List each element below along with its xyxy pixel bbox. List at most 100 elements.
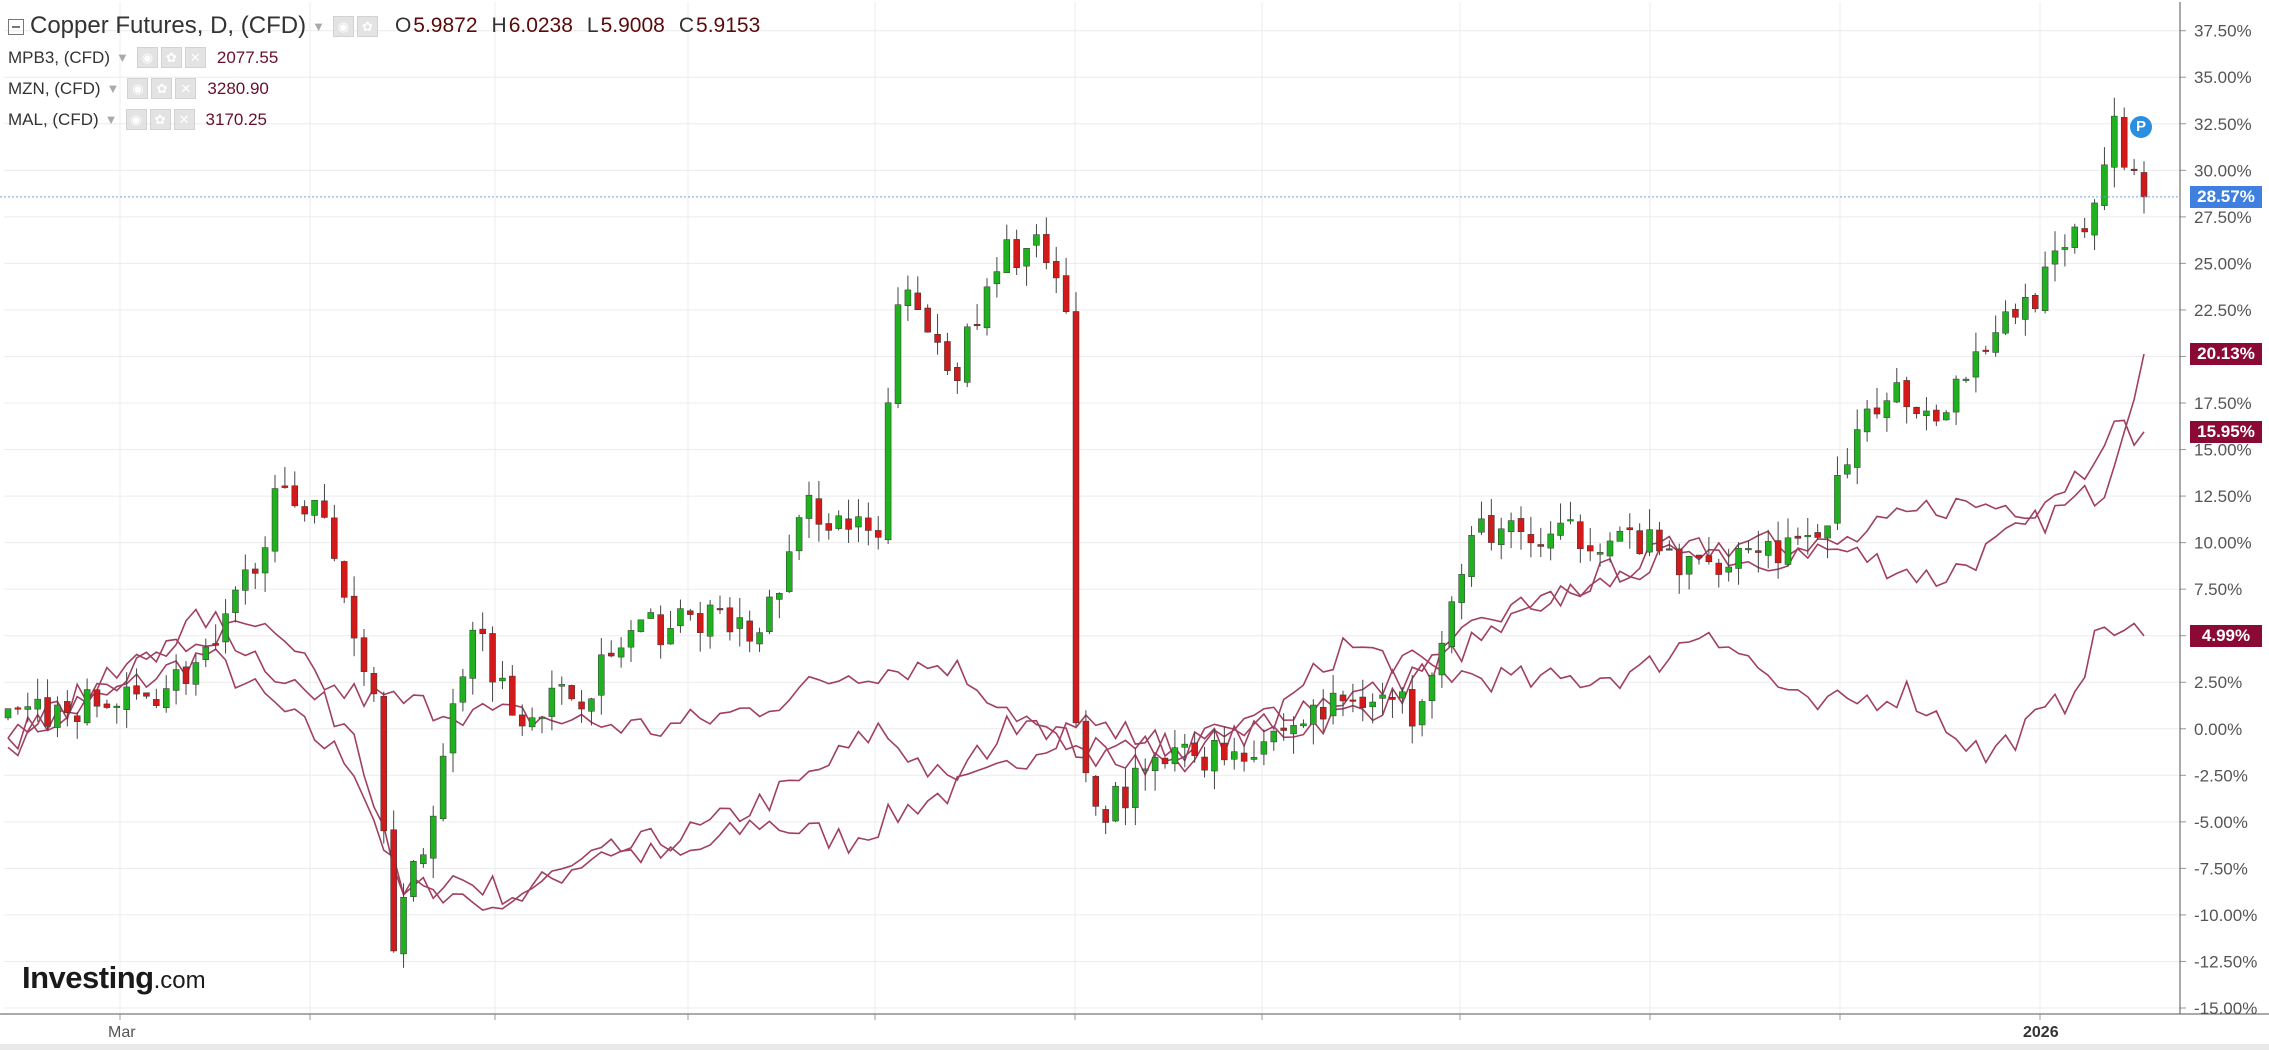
gear-icon[interactable]: ✿ — [149, 109, 171, 130]
candle-down — [1013, 239, 1020, 269]
candle-down — [607, 652, 615, 657]
close-icon[interactable]: ✕ — [173, 109, 195, 130]
eye-icon[interactable]: ◉ — [332, 15, 354, 37]
candle-up — [2071, 226, 2079, 248]
candle-down — [1794, 535, 1802, 539]
candle-down — [657, 614, 664, 646]
high-value: 6.0238 — [508, 14, 573, 37]
eye-icon[interactable]: ◉ — [127, 78, 149, 99]
candle-down — [1319, 706, 1327, 720]
candle-up — [1260, 741, 1268, 755]
chevron-down-icon[interactable]: ▼ — [116, 50, 129, 65]
candle-up — [1428, 674, 1436, 702]
time-scrollbar[interactable] — [0, 1044, 2269, 1050]
candle-down — [390, 829, 397, 952]
candle-down — [1715, 562, 1723, 575]
candle-up — [627, 630, 635, 648]
candle-up — [1784, 537, 1792, 565]
candle-down — [370, 673, 378, 695]
candle-up — [1804, 535, 1812, 538]
y-tick-label: 27.50% — [2194, 208, 2252, 227]
candle-down — [1043, 234, 1050, 263]
candle-up — [1942, 412, 1950, 421]
candle-up — [1844, 464, 1851, 475]
indicator-legend-mzn: MZN, (CFD) ▼ ◉ ✿ ✕ 3280.90 — [8, 78, 269, 99]
chevron-down-icon[interactable]: ▼ — [106, 81, 120, 96]
gear-icon[interactable]: ✿ — [151, 78, 173, 99]
main-series-title[interactable]: Copper Futures, D, (CFD) — [30, 12, 307, 39]
gear-icon[interactable]: ✿ — [160, 47, 182, 68]
high-label: H — [491, 14, 507, 37]
candle-up — [449, 703, 457, 754]
candle-up — [795, 517, 803, 552]
candle-down — [1695, 554, 1703, 558]
candle-up — [1003, 239, 1011, 274]
close-icon[interactable]: ✕ — [175, 78, 197, 99]
indicator-name[interactable]: MAL, (CFD) — [8, 109, 99, 129]
candle-down — [1537, 544, 1545, 547]
candle-up — [1824, 525, 1831, 539]
candle-up — [1735, 547, 1742, 569]
candle-up — [1853, 429, 1861, 468]
event-marker-icon[interactable]: P — [2130, 116, 2152, 138]
candle-up — [1992, 332, 1999, 353]
y-tick-label: 30.00% — [2194, 161, 2252, 180]
gear-icon[interactable]: ✿ — [356, 15, 378, 37]
candle-down — [212, 643, 219, 646]
candle-up — [1923, 410, 1930, 416]
collapse-legend-icon[interactable] — [8, 19, 24, 35]
candle-up — [2091, 202, 2098, 236]
candle-down — [133, 685, 140, 695]
indicator-value: 3170.25 — [205, 109, 267, 129]
candle-down — [1873, 407, 1881, 415]
series-price-badge: 20.13% — [2190, 343, 2262, 366]
candle-down — [687, 610, 694, 615]
candle-down — [93, 689, 101, 707]
candle-down — [1675, 548, 1683, 576]
candle-down — [1240, 752, 1248, 762]
candle-down — [1082, 720, 1090, 774]
eye-icon[interactable]: ◉ — [125, 109, 147, 130]
candle-up — [1112, 785, 1119, 822]
close-icon[interactable]: ✕ — [184, 47, 206, 68]
chevron-down-icon[interactable]: ▼ — [312, 18, 325, 34]
candle-down — [1161, 757, 1169, 765]
candle-down — [1586, 545, 1594, 552]
y-tick-label: 37.50% — [2194, 22, 2252, 41]
candle-up — [1883, 400, 1891, 418]
candle-down — [1705, 555, 1713, 563]
chevron-down-icon[interactable]: ▼ — [104, 112, 118, 127]
candle-down — [954, 367, 961, 381]
indicator-name[interactable]: MZN, (CFD) — [8, 78, 101, 98]
candle-up — [1230, 751, 1238, 760]
candle-up — [805, 494, 813, 519]
candle-down — [2031, 294, 2039, 309]
candle-up — [459, 676, 467, 703]
indicator-name[interactable]: MPB3, (CFD) — [8, 47, 110, 67]
candle-up — [1547, 533, 1554, 549]
candle-down — [815, 498, 823, 525]
candle-down — [509, 675, 516, 716]
candle-down — [1577, 521, 1584, 549]
candle-down — [331, 517, 338, 559]
y-tick-label: 10.00% — [2194, 534, 2252, 553]
candle-down — [568, 685, 575, 700]
candle-up — [1270, 730, 1278, 743]
candle-down — [1092, 776, 1100, 807]
candle-up — [1725, 566, 1732, 573]
candle-up — [83, 689, 91, 724]
candle-up — [1329, 692, 1337, 717]
candle-up — [1151, 757, 1159, 772]
candle-up — [1399, 691, 1406, 699]
eye-icon[interactable]: ◉ — [136, 47, 158, 68]
candle-down — [182, 666, 190, 684]
candle-up — [54, 704, 61, 728]
candle-up — [1023, 248, 1030, 267]
candle-down — [1933, 409, 1940, 422]
candle-down — [1517, 518, 1525, 532]
candle-down — [321, 500, 328, 518]
candle-up — [222, 613, 229, 643]
candle-down — [153, 699, 160, 706]
series-price-badge: 15.95% — [2190, 420, 2262, 443]
